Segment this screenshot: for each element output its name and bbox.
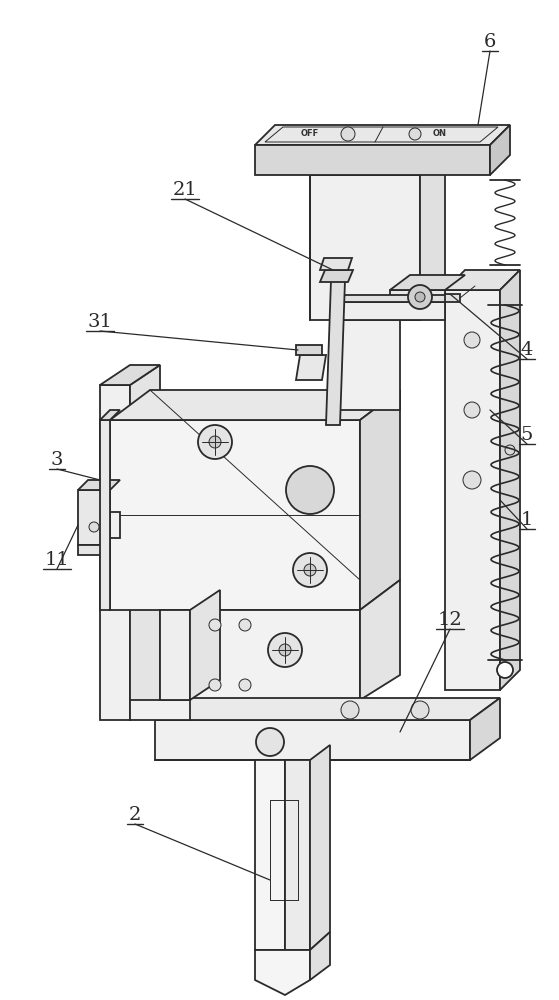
Polygon shape: [340, 295, 450, 302]
Circle shape: [209, 679, 221, 691]
Circle shape: [464, 402, 480, 418]
Polygon shape: [310, 745, 330, 950]
Circle shape: [286, 466, 334, 514]
Text: 21: 21: [173, 181, 197, 199]
Polygon shape: [160, 610, 190, 700]
Text: 6: 6: [484, 33, 496, 51]
Text: OFF: OFF: [301, 129, 319, 138]
Polygon shape: [285, 760, 310, 950]
Polygon shape: [255, 145, 490, 175]
Polygon shape: [190, 610, 360, 700]
Polygon shape: [100, 410, 120, 420]
Polygon shape: [255, 125, 510, 145]
Circle shape: [304, 564, 316, 576]
Circle shape: [293, 553, 327, 587]
Circle shape: [463, 471, 481, 489]
Text: 12: 12: [438, 611, 462, 629]
Text: 3: 3: [51, 451, 63, 469]
Polygon shape: [78, 490, 110, 545]
Polygon shape: [326, 280, 345, 425]
Text: 2: 2: [129, 806, 141, 824]
Polygon shape: [110, 390, 400, 420]
Circle shape: [415, 292, 425, 302]
Circle shape: [239, 679, 251, 691]
Polygon shape: [100, 365, 160, 385]
Polygon shape: [110, 420, 360, 610]
Circle shape: [279, 644, 291, 656]
Circle shape: [209, 619, 221, 631]
Polygon shape: [310, 175, 420, 320]
Polygon shape: [390, 290, 445, 305]
Polygon shape: [100, 420, 110, 610]
Polygon shape: [310, 155, 445, 175]
Polygon shape: [190, 590, 220, 700]
Circle shape: [408, 285, 432, 309]
Polygon shape: [110, 512, 120, 538]
Polygon shape: [360, 390, 400, 610]
Polygon shape: [340, 302, 445, 320]
Polygon shape: [340, 320, 400, 410]
Polygon shape: [420, 155, 445, 320]
Circle shape: [411, 701, 429, 719]
Text: 4: 4: [521, 341, 533, 359]
Polygon shape: [320, 270, 353, 282]
Polygon shape: [155, 720, 470, 760]
Circle shape: [409, 128, 421, 140]
Polygon shape: [296, 355, 326, 380]
Polygon shape: [296, 345, 322, 355]
Text: 1: 1: [521, 511, 533, 529]
Polygon shape: [310, 932, 330, 980]
Polygon shape: [320, 258, 352, 270]
Polygon shape: [255, 760, 285, 950]
Polygon shape: [155, 698, 500, 720]
Polygon shape: [470, 698, 500, 760]
Circle shape: [239, 619, 251, 631]
Circle shape: [268, 633, 302, 667]
Circle shape: [464, 332, 480, 348]
Polygon shape: [360, 580, 400, 700]
Polygon shape: [100, 385, 130, 720]
Polygon shape: [130, 700, 190, 720]
Polygon shape: [445, 270, 520, 290]
Polygon shape: [445, 290, 500, 690]
Circle shape: [89, 522, 99, 532]
Circle shape: [256, 728, 284, 756]
Circle shape: [497, 662, 513, 678]
Polygon shape: [490, 125, 510, 175]
Circle shape: [341, 701, 359, 719]
Circle shape: [209, 436, 221, 448]
Polygon shape: [130, 365, 160, 720]
Polygon shape: [255, 950, 310, 995]
Text: 5: 5: [521, 426, 533, 444]
Polygon shape: [445, 294, 460, 302]
Circle shape: [505, 445, 515, 455]
Text: ON: ON: [433, 129, 447, 138]
Circle shape: [198, 425, 232, 459]
Polygon shape: [78, 545, 110, 555]
Polygon shape: [390, 275, 465, 290]
Polygon shape: [78, 480, 120, 490]
Polygon shape: [500, 270, 520, 690]
Circle shape: [341, 127, 355, 141]
Text: 31: 31: [88, 313, 112, 331]
Text: 11: 11: [45, 551, 69, 569]
